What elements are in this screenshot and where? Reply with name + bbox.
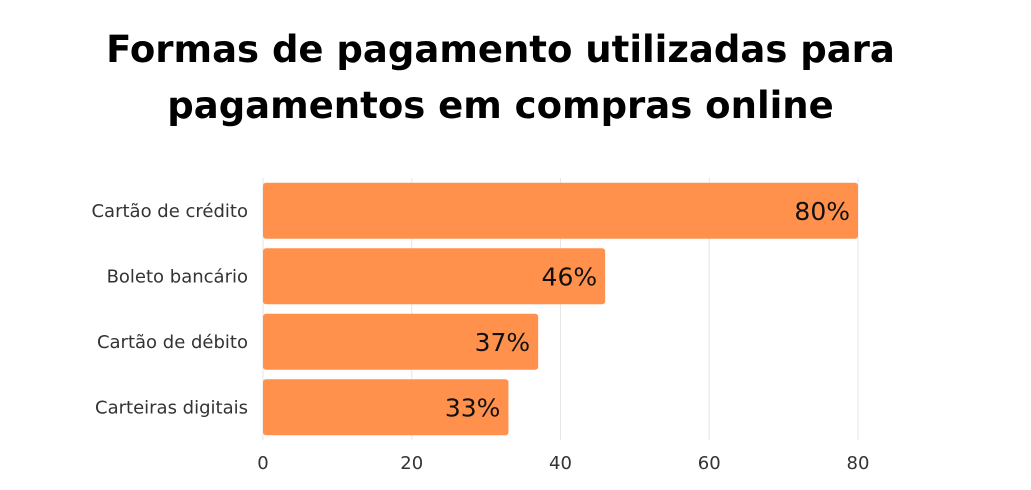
category-label: Cartão de crédito [91, 201, 248, 222]
x-tick-label: 0 [257, 453, 268, 474]
category-label: Boleto bancário [107, 266, 248, 287]
chart-title-line-2: pagamentos em compras online [167, 84, 834, 127]
bar [263, 313, 539, 370]
data-label: 80% [794, 197, 850, 226]
data-label: 37% [475, 328, 531, 357]
category-labels: Cartão de crédito Boleto bancário Cartão d… [91, 201, 248, 419]
category-label: Carteiras digitais [95, 397, 248, 418]
data-label: 33% [445, 393, 501, 422]
x-tick-label: 40 [549, 453, 572, 474]
category-label: Cartão de débito [97, 332, 248, 353]
bar [263, 379, 509, 436]
chart-title-line-1: Formas de pagamento utilizadas para [106, 28, 895, 71]
x-tick-label: 80 [847, 453, 870, 474]
data-label: 46% [542, 262, 598, 291]
data-labels: 80% 46% 37% 33% [445, 197, 850, 423]
x-tick-label: 20 [400, 453, 423, 474]
chart-title: Formas de pagamento utilizadas para paga… [0, 22, 1001, 134]
bars [263, 182, 858, 436]
bar [263, 182, 858, 239]
bar [263, 248, 606, 305]
x-axis-ticks: 0 20 40 60 80 [257, 453, 869, 474]
x-tick-label: 60 [698, 453, 721, 474]
